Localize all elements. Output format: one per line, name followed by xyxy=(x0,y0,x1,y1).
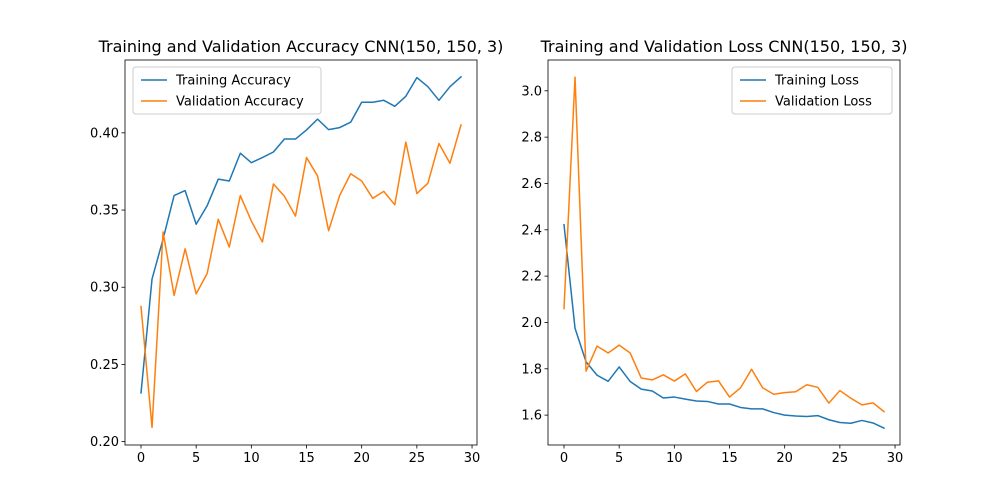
loss-x-tick-label: 30 xyxy=(887,451,904,466)
accuracy-legend-box xyxy=(132,66,322,115)
loss-x-tick-label: 10 xyxy=(666,451,683,466)
loss-chart-panel: Training and Validation Loss CNN(150, 15… xyxy=(521,37,907,466)
loss-legend-box xyxy=(731,66,893,115)
accuracy-x-tick-label: 10 xyxy=(243,451,260,466)
loss-y-tick-label: 1.6 xyxy=(521,409,542,424)
loss-series-line-1 xyxy=(563,223,885,430)
accuracy-x-tick-label: 5 xyxy=(192,451,200,466)
accuracy-series-line-2 xyxy=(140,124,462,429)
accuracy-series-line-1 xyxy=(140,75,463,394)
loss-series-line-2 xyxy=(563,76,886,413)
accuracy-y-tick-label: 0.35 xyxy=(90,204,119,219)
accuracy-axes-frame xyxy=(124,59,478,446)
loss-axes-frame xyxy=(547,59,901,446)
loss-y-tick-label: 1.8 xyxy=(521,362,542,377)
accuracy-y-tick-label: 0.25 xyxy=(90,358,119,373)
accuracy-y-tick-label: 0.30 xyxy=(90,281,119,296)
accuracy-x-tick-label: 0 xyxy=(137,451,145,466)
loss-y-tick-label: 3.0 xyxy=(521,84,542,99)
accuracy-x-tick-label: 30 xyxy=(464,451,481,466)
accuracy-y-tick-label: 0.20 xyxy=(90,435,119,450)
loss-y-tick-label: 2.8 xyxy=(521,131,542,146)
loss-x-tick-label: 25 xyxy=(832,451,849,466)
accuracy-legend-label-1: Training Accuracy xyxy=(175,74,291,89)
accuracy-y-tick-label: 0.40 xyxy=(90,126,119,141)
loss-x-tick-label: 20 xyxy=(776,451,793,466)
accuracy-x-tick-label: 20 xyxy=(353,451,370,466)
loss-x-tick-label: 15 xyxy=(721,451,738,466)
accuracy-chart-panel: Training and Validation Accuracy CNN(150… xyxy=(90,37,503,466)
loss-x-tick-label: 0 xyxy=(560,451,568,466)
loss-y-tick-label: 2.4 xyxy=(521,223,542,238)
loss-chart-title: Training and Validation Loss CNN(150, 15… xyxy=(540,37,908,56)
accuracy-x-tick-label: 25 xyxy=(409,451,426,466)
loss-legend-label-1: Training Loss xyxy=(774,74,859,89)
accuracy-chart-title: Training and Validation Accuracy CNN(150… xyxy=(98,37,504,56)
loss-legend-label-2: Validation Loss xyxy=(775,95,872,110)
loss-plot-area: 0 5 10 15 20 25 30 1.6 1.8 2.0 2.2 2.4 2.6 2.8 3.0 Trai… xyxy=(521,59,904,466)
accuracy-legend-label-2: Validation Accuracy xyxy=(176,95,304,110)
loss-y-tick-label: 2.2 xyxy=(521,270,542,285)
loss-x-tick-label: 5 xyxy=(615,451,623,466)
loss-y-tick-label: 2.6 xyxy=(521,177,542,192)
loss-y-tick-label: 2.0 xyxy=(521,316,542,331)
accuracy-x-tick-label: 15 xyxy=(298,451,315,466)
accuracy-plot-area: 0 5 10 15 20 25 30 0.20 0.25 0.30 0.35 0.40 Training… xyxy=(90,59,481,466)
